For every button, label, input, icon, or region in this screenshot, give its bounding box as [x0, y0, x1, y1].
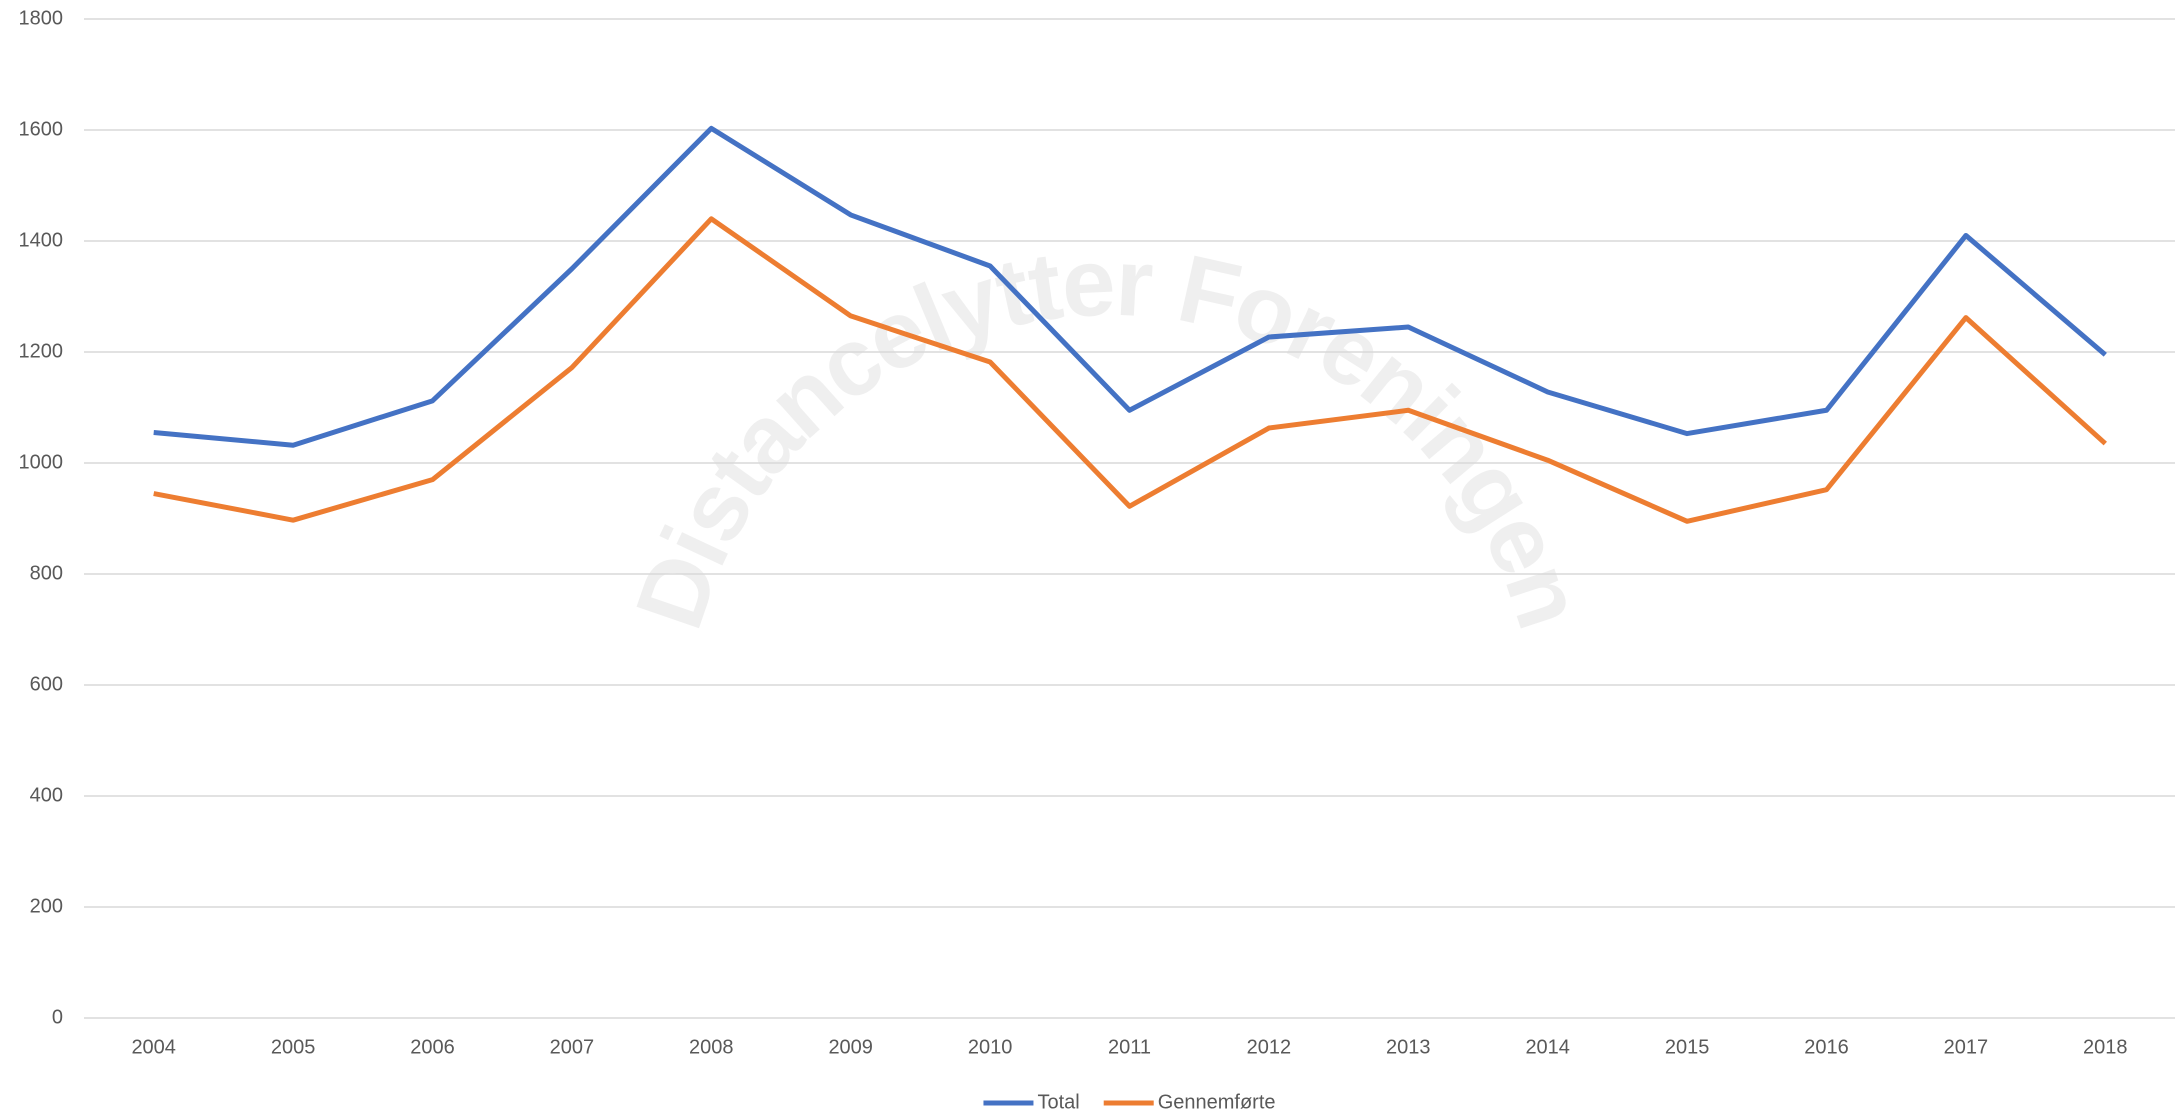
x-tick-label: 2011 [1108, 1036, 1151, 1058]
x-tick-label: 2004 [131, 1036, 176, 1058]
y-tick-label: 400 [30, 784, 63, 806]
legend-label: Gennemførte [1158, 1091, 1276, 1113]
x-tick-label: 2012 [1247, 1036, 1292, 1058]
y-tick-label: 1600 [19, 118, 64, 140]
x-tick-label: 2013 [1386, 1036, 1431, 1058]
x-tick-label: 2007 [550, 1036, 595, 1058]
x-tick-label: 2018 [2083, 1036, 2128, 1058]
x-tick-label: 2016 [1804, 1036, 1849, 1058]
watermark: Distancelytter Foreningen [616, 229, 1604, 642]
y-tick-label: 800 [30, 562, 63, 584]
y-tick-label: 1200 [19, 340, 64, 362]
x-tick-label: 2014 [1525, 1036, 1570, 1058]
x-tick-label: 2006 [410, 1036, 455, 1058]
x-tick-label: 2017 [1944, 1036, 1989, 1058]
x-tick-label: 2008 [689, 1036, 734, 1058]
x-tick-label: 2009 [828, 1036, 873, 1058]
y-tick-label: 1400 [19, 229, 64, 251]
x-tick-label: 2015 [1665, 1036, 1710, 1058]
legend-label: Total [1037, 1091, 1079, 1113]
chart: Distancelytter Foreningen 0 200 400 600 800 1… [0, 0, 2183, 1115]
y-tick-label: 1000 [19, 451, 64, 473]
watermark-text: Distancelytter Foreningen [616, 229, 1604, 642]
x-tick-label: 2010 [968, 1036, 1013, 1058]
x-tick-label: 2005 [271, 1036, 316, 1058]
y-tick-label: 0 [52, 1006, 63, 1028]
y-tick-label: 200 [30, 895, 63, 917]
y-tick-label: 600 [30, 673, 63, 695]
y-tick-label: 1800 [19, 7, 64, 29]
